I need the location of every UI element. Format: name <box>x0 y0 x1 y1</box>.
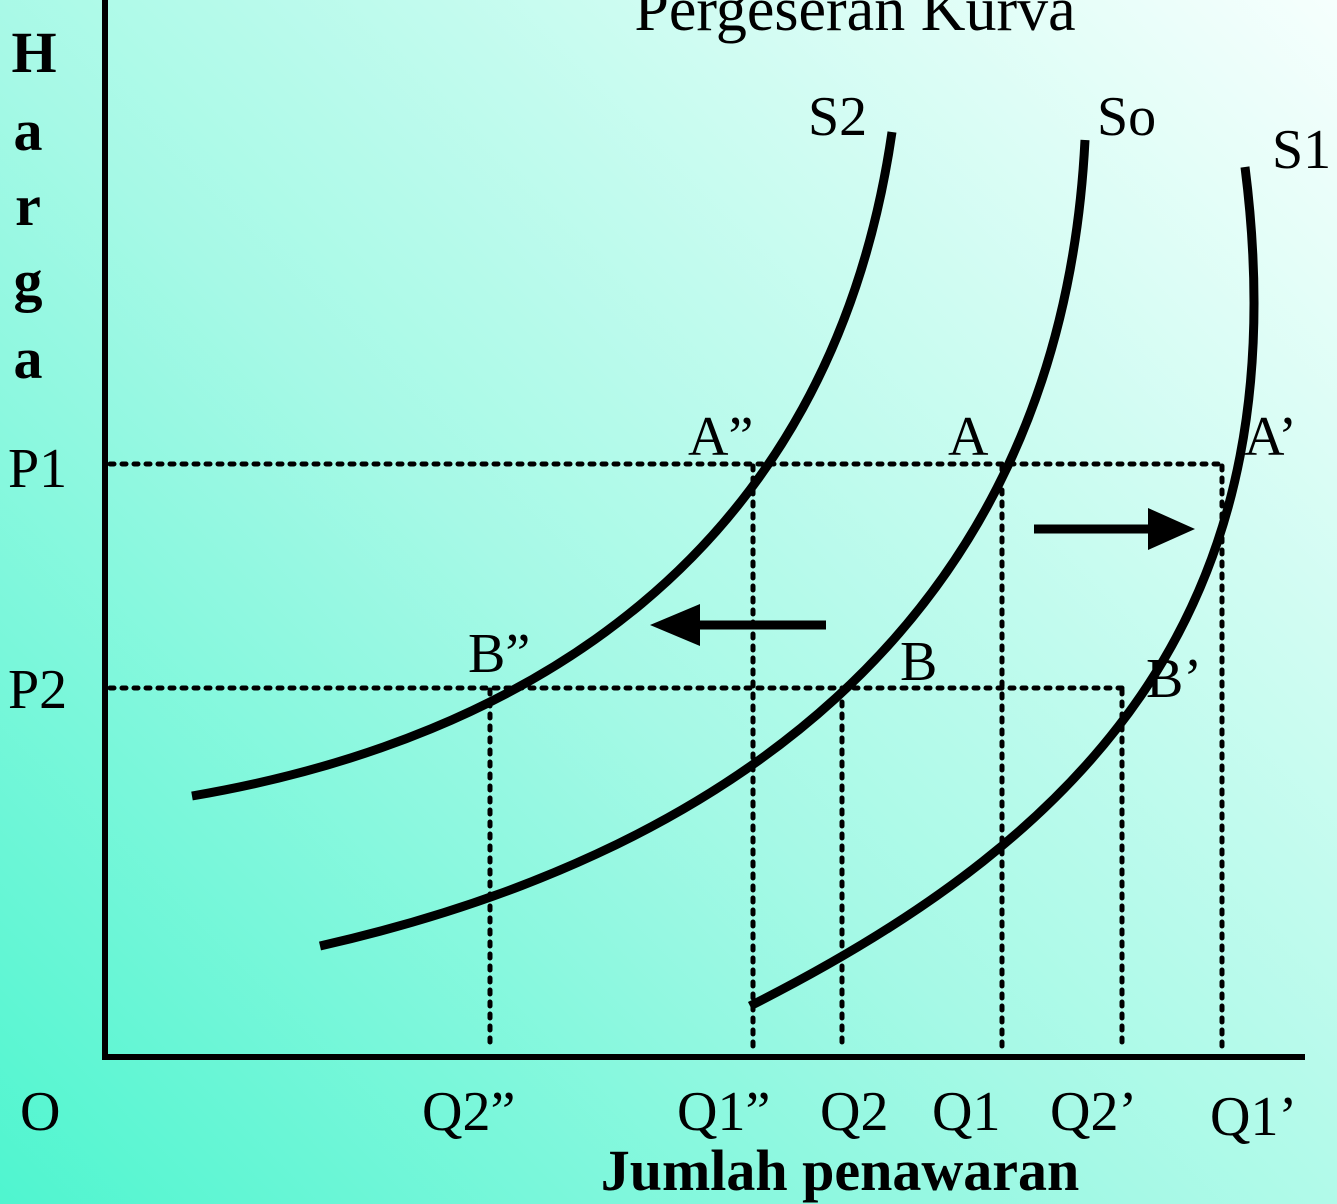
price-label-p1: P1 <box>8 438 67 500</box>
quantity-label-q2: Q2 <box>820 1081 888 1143</box>
y-axis-letter: a <box>14 326 43 391</box>
price-label-p2: P2 <box>8 659 67 721</box>
point-label-a-dprime: A” <box>688 406 753 468</box>
curve-label-s1: S1 <box>1272 119 1331 181</box>
point-label-b-dprime: B” <box>468 623 530 685</box>
origin-label: O <box>20 1081 60 1143</box>
arrow-right-icon <box>1034 508 1195 550</box>
supply-curve-s1 <box>747 166 1259 1011</box>
quantity-label-q2-prime: Q2’ <box>1050 1081 1137 1143</box>
quantity-label-q1: Q1 <box>932 1081 1000 1143</box>
y-axis-letter: g <box>14 248 43 313</box>
arrow-left-icon <box>650 604 826 646</box>
quantity-label-q2-dprime: Q2” <box>422 1081 515 1143</box>
diagram-title: Pergeseran Kurva <box>634 0 1075 44</box>
quantity-label-q1-dprime: Q1” <box>677 1081 770 1143</box>
y-axis-label: H a r g a <box>11 20 56 391</box>
supply-curve-s2 <box>191 131 897 801</box>
axes <box>102 0 1305 1060</box>
supply-curve-so <box>319 139 1090 951</box>
y-axis-letter: r <box>15 173 41 238</box>
y-axis-letter: H <box>11 20 56 85</box>
point-label-a-prime: A’ <box>1244 406 1297 468</box>
curve-label-so: So <box>1097 86 1156 148</box>
y-axis-letter: a <box>14 98 43 163</box>
x-axis-label: Jumlah penawaran <box>601 1138 1080 1203</box>
quantity-label-q1-prime: Q1’ <box>1210 1086 1297 1148</box>
curve-label-s2: S2 <box>808 86 867 148</box>
point-label-b: B <box>900 631 937 693</box>
point-label-b-prime: B’ <box>1146 648 1202 710</box>
point-label-a: A <box>948 406 989 468</box>
